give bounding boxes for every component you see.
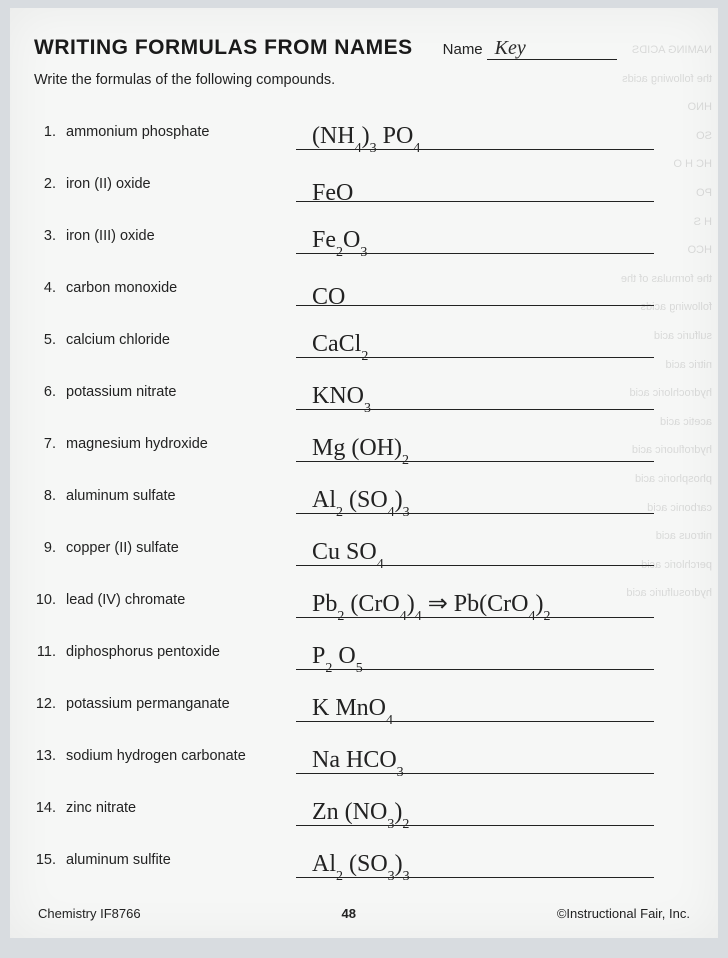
item-row: 4.carbon monoxide CO — [34, 254, 694, 306]
item-row: 11.diphosphorus pentoxide P2 O5 — [34, 618, 694, 670]
worksheet-page: NAMING ACIDSthe following acidsHNOSOHC H… — [10, 8, 718, 938]
formula-answer: Mg (OH)2 — [312, 436, 409, 465]
item-number: 6. — [34, 384, 60, 410]
item-number: 13. — [34, 748, 60, 774]
answer-line: FeO — [296, 172, 654, 202]
item-row: 15.aluminum sulfite Al2 (SO3)3 — [34, 826, 694, 878]
name-field-line: Key — [487, 38, 617, 60]
item-row: 1.ammonium phosphate (NH4)3 PO4 — [34, 98, 694, 150]
compound-name: ammonium phosphate — [60, 124, 296, 150]
formula-answer: Na HCO3 — [312, 748, 404, 777]
compound-name: calcium chloride — [60, 332, 296, 358]
item-row: 6.potassium nitrate KNO3 — [34, 358, 694, 410]
instruction-text: Write the formulas of the following comp… — [34, 72, 694, 88]
item-number: 2. — [34, 176, 60, 202]
item-number: 14. — [34, 800, 60, 826]
item-number: 15. — [34, 852, 60, 878]
answer-line: K MnO4 — [296, 692, 654, 722]
item-row: 5.calcium chloride CaCl2 — [34, 306, 694, 358]
answer-line: Al2 (SO3)3 — [296, 848, 654, 878]
item-row: 10.lead (IV) chromate Pb2 (CrO4)4 ⇒ Pb(Cr… — [34, 566, 694, 618]
footer-page-number: 48 — [341, 906, 355, 921]
formula-answer: Zn (NO3)2 — [312, 800, 409, 829]
item-number: 1. — [34, 124, 60, 150]
compound-name: copper (II) sulfate — [60, 540, 296, 566]
footer: Chemistry IF8766 48 ©Instructional Fair,… — [34, 906, 694, 921]
answer-line: Al2 (SO4)3 — [296, 484, 654, 514]
item-row: 13.sodium hydrogen carbonate Na HCO3 — [34, 722, 694, 774]
answer-line: (NH4)3 PO4 — [296, 120, 654, 150]
formula-answer: K MnO4 — [312, 696, 393, 725]
item-number: 8. — [34, 488, 60, 514]
compound-name: potassium permanganate — [60, 696, 296, 722]
item-number: 12. — [34, 696, 60, 722]
answer-line: P2 O5 — [296, 640, 654, 670]
formula-answer: CaCl2 — [312, 332, 368, 361]
answer-line: Mg (OH)2 — [296, 432, 654, 462]
header: WRITING FORMULAS FROM NAMES Name Key — [34, 36, 694, 60]
item-row: 14.zinc nitrate Zn (NO3)2 — [34, 774, 694, 826]
page-title: WRITING FORMULAS FROM NAMES — [34, 36, 413, 60]
answer-line: KNO3 — [296, 380, 654, 410]
compound-name: lead (IV) chromate — [60, 592, 296, 618]
item-number: 5. — [34, 332, 60, 358]
answer-line: CO — [296, 276, 654, 306]
formula-answer: KNO3 — [312, 384, 371, 413]
answer-line: Zn (NO3)2 — [296, 796, 654, 826]
formula-answer: CO — [312, 285, 345, 309]
formula-answer: Al2 (SO4)3 — [312, 488, 410, 517]
answer-line: CaCl2 — [296, 328, 654, 358]
compound-name: carbon monoxide — [60, 280, 296, 306]
compound-name: zinc nitrate — [60, 800, 296, 826]
formula-answer: FeO — [312, 181, 353, 205]
formula-answer: Al2 (SO3)3 — [312, 852, 410, 881]
item-row: 7.magnesium hydroxide Mg (OH)2 — [34, 410, 694, 462]
formula-answer: Fe2O3 — [312, 228, 367, 257]
formula-answer: P2 O5 — [312, 644, 363, 673]
formula-answer: Cu SO4 — [312, 540, 384, 569]
compound-name: iron (III) oxide — [60, 228, 296, 254]
compound-name: aluminum sulfate — [60, 488, 296, 514]
item-number: 11. — [34, 644, 60, 670]
formula-answer: (NH4)3 PO4 — [312, 124, 420, 153]
item-row: 2.iron (II) oxide FeO — [34, 150, 694, 202]
compound-name: magnesium hydroxide — [60, 436, 296, 462]
formula-answer: Pb2 (CrO4)4 ⇒ Pb(CrO4)2 — [312, 592, 550, 621]
item-number: 7. — [34, 436, 60, 462]
item-row: 9.copper (II) sulfate Cu SO4 — [34, 514, 694, 566]
answer-line: Na HCO3 — [296, 744, 654, 774]
item-row: 12.potassium permanganate K MnO4 — [34, 670, 694, 722]
items-list: 1.ammonium phosphate(NH4)3 PO42.iron (II… — [34, 98, 694, 878]
answer-line: Cu SO4 — [296, 536, 654, 566]
item-number: 10. — [34, 592, 60, 618]
footer-left: Chemistry IF8766 — [38, 906, 141, 921]
item-number: 9. — [34, 540, 60, 566]
compound-name: potassium nitrate — [60, 384, 296, 410]
compound-name: iron (II) oxide — [60, 176, 296, 202]
answer-line: Fe2O3 — [296, 224, 654, 254]
name-value: Key — [495, 37, 526, 59]
item-number: 4. — [34, 280, 60, 306]
compound-name: aluminum sulfite — [60, 852, 296, 878]
name-label: Name — [443, 41, 483, 58]
compound-name: diphosphorus pentoxide — [60, 644, 296, 670]
answer-line: Pb2 (CrO4)4 ⇒ Pb(CrO4)2 — [296, 588, 654, 618]
footer-right: ©Instructional Fair, Inc. — [557, 906, 690, 921]
compound-name: sodium hydrogen carbonate — [60, 748, 296, 774]
item-row: 3.iron (III) oxide Fe2O3 — [34, 202, 694, 254]
item-number: 3. — [34, 228, 60, 254]
item-row: 8.aluminum sulfate Al2 (SO4)3 — [34, 462, 694, 514]
